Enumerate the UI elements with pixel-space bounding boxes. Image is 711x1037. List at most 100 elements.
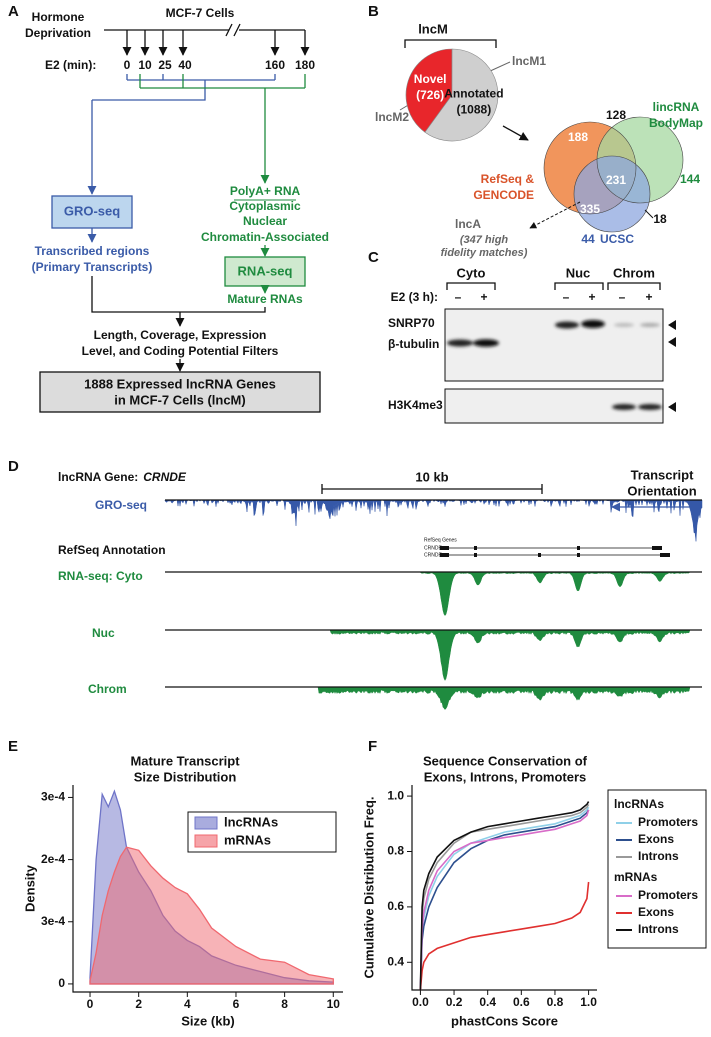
x-tick-label: 0.6 <box>513 995 530 1009</box>
slice-value: (726) <box>416 88 444 102</box>
count: 335 <box>580 202 600 216</box>
legend-group: lncRNAs <box>614 797 664 811</box>
slice-label: Novel <box>414 72 447 86</box>
panel-d: D lncRNA Gene: CRNDE 10 kb Transcript Ori… <box>8 458 702 696</box>
time: 160 <box>265 58 285 72</box>
line <box>419 803 590 991</box>
area <box>89 846 334 985</box>
legend-label: Introns <box>638 922 679 936</box>
label: lncA <box>455 217 481 231</box>
label: RNA-seq <box>238 263 293 278</box>
label: lncM <box>418 21 448 36</box>
x-tick-label: 0.8 <box>547 995 564 1009</box>
band <box>555 321 579 329</box>
panel-letter: C <box>368 249 379 266</box>
count: 128 <box>606 108 626 122</box>
legend-label: Promoters <box>638 888 698 902</box>
scale-bar <box>321 484 543 494</box>
line <box>419 881 590 991</box>
chart-title: Size Distribution <box>134 769 237 784</box>
legend-label: mRNAs <box>224 832 271 847</box>
y-tick-label: 0.8 <box>387 844 404 858</box>
label: lncM1 <box>512 54 546 68</box>
y-axis-label: Cumulative Distribution Freq. <box>361 796 376 978</box>
pointer <box>487 61 511 73</box>
panel-c: C Cyto Nuc Chrom E2 (3 h): – + – + – + S… <box>368 249 676 424</box>
sign: – <box>455 290 462 304</box>
sign: + <box>480 290 487 304</box>
label: Cyto <box>457 265 486 280</box>
line <box>419 809 590 991</box>
exon <box>577 553 580 557</box>
track-name: RefSeq Genes <box>424 537 457 543</box>
legend-swatch <box>194 834 218 848</box>
panel-letter: A <box>8 3 19 20</box>
y-tick-label: 3e-4 <box>41 790 65 804</box>
signal-track <box>165 686 702 710</box>
label: Transcript <box>631 467 695 482</box>
band <box>638 404 662 410</box>
line <box>419 809 590 991</box>
label: (347 high <box>460 234 509 246</box>
track-label: RNA-seq: Cyto <box>58 569 143 583</box>
label: MCF-7 Cells <box>166 6 235 20</box>
x-tick-label: 1.0 <box>580 995 597 1009</box>
band <box>473 339 499 347</box>
count: 188 <box>568 130 588 144</box>
exon <box>440 546 449 550</box>
pie-slice <box>424 48 499 142</box>
sign: + <box>588 290 595 304</box>
arrowheads <box>668 320 676 412</box>
panel-letter: D <box>8 458 19 475</box>
chart-title: Exons, Introns, Promoters <box>424 769 587 784</box>
x-tick-label: 4 <box>184 997 191 1011</box>
arrow <box>502 125 529 141</box>
label: E2 (3 h): <box>391 290 438 304</box>
scale-label: 10 kb <box>415 469 448 484</box>
label: Deprivation <box>25 26 91 40</box>
bracket <box>404 39 497 48</box>
legend-label: Exons <box>638 905 674 919</box>
label: PolyA+ RNA <box>230 184 301 198</box>
label: Level, and Coding Potential Filters <box>82 344 279 358</box>
label: RefSeq & <box>481 172 535 186</box>
line <box>419 801 590 991</box>
label: in MCF-7 Cells (lncM) <box>114 392 245 407</box>
y-tick-label: 0 <box>58 976 65 990</box>
x-tick-label: 8 <box>281 997 288 1011</box>
track-label: Chrom <box>88 682 127 696</box>
bracket <box>446 282 661 290</box>
isoform: CRNDE <box>424 552 442 558</box>
signal-track <box>164 499 703 542</box>
label: lincRNA <box>653 100 700 114</box>
isoform: CRNDE <box>424 545 442 551</box>
box <box>224 256 306 287</box>
exon <box>440 553 449 557</box>
exon <box>660 553 670 557</box>
band <box>614 323 634 327</box>
legend-label: lncRNAs <box>224 814 278 829</box>
count: 18 <box>653 212 667 226</box>
y-tick-label: 0.4 <box>387 954 404 968</box>
label: Transcribed regions <box>35 244 150 258</box>
label: H3K4me3 <box>388 398 443 412</box>
track-label: RefSeq Annotation <box>58 543 166 557</box>
label: Mature RNAs <box>227 292 303 306</box>
exon <box>474 553 477 557</box>
panel-letter: E <box>8 738 18 755</box>
x-tick-label: 0 <box>87 997 94 1011</box>
exon <box>538 553 541 557</box>
label: fidelity matches) <box>441 247 528 259</box>
label: lncRNA Gene: CRNDE <box>58 470 187 484</box>
panel-letter: F <box>368 738 377 755</box>
label: Cytoplasmic <box>229 199 301 213</box>
time: 0 <box>124 58 131 72</box>
label: GENCODE <box>473 188 534 202</box>
x-tick-label: 2 <box>135 997 142 1011</box>
legend-label: Promoters <box>638 815 698 829</box>
connector <box>92 74 276 101</box>
panel-letter: B <box>368 3 379 20</box>
legend-group: mRNAs <box>614 870 658 884</box>
y-tick-label: 2e-4 <box>41 852 65 866</box>
